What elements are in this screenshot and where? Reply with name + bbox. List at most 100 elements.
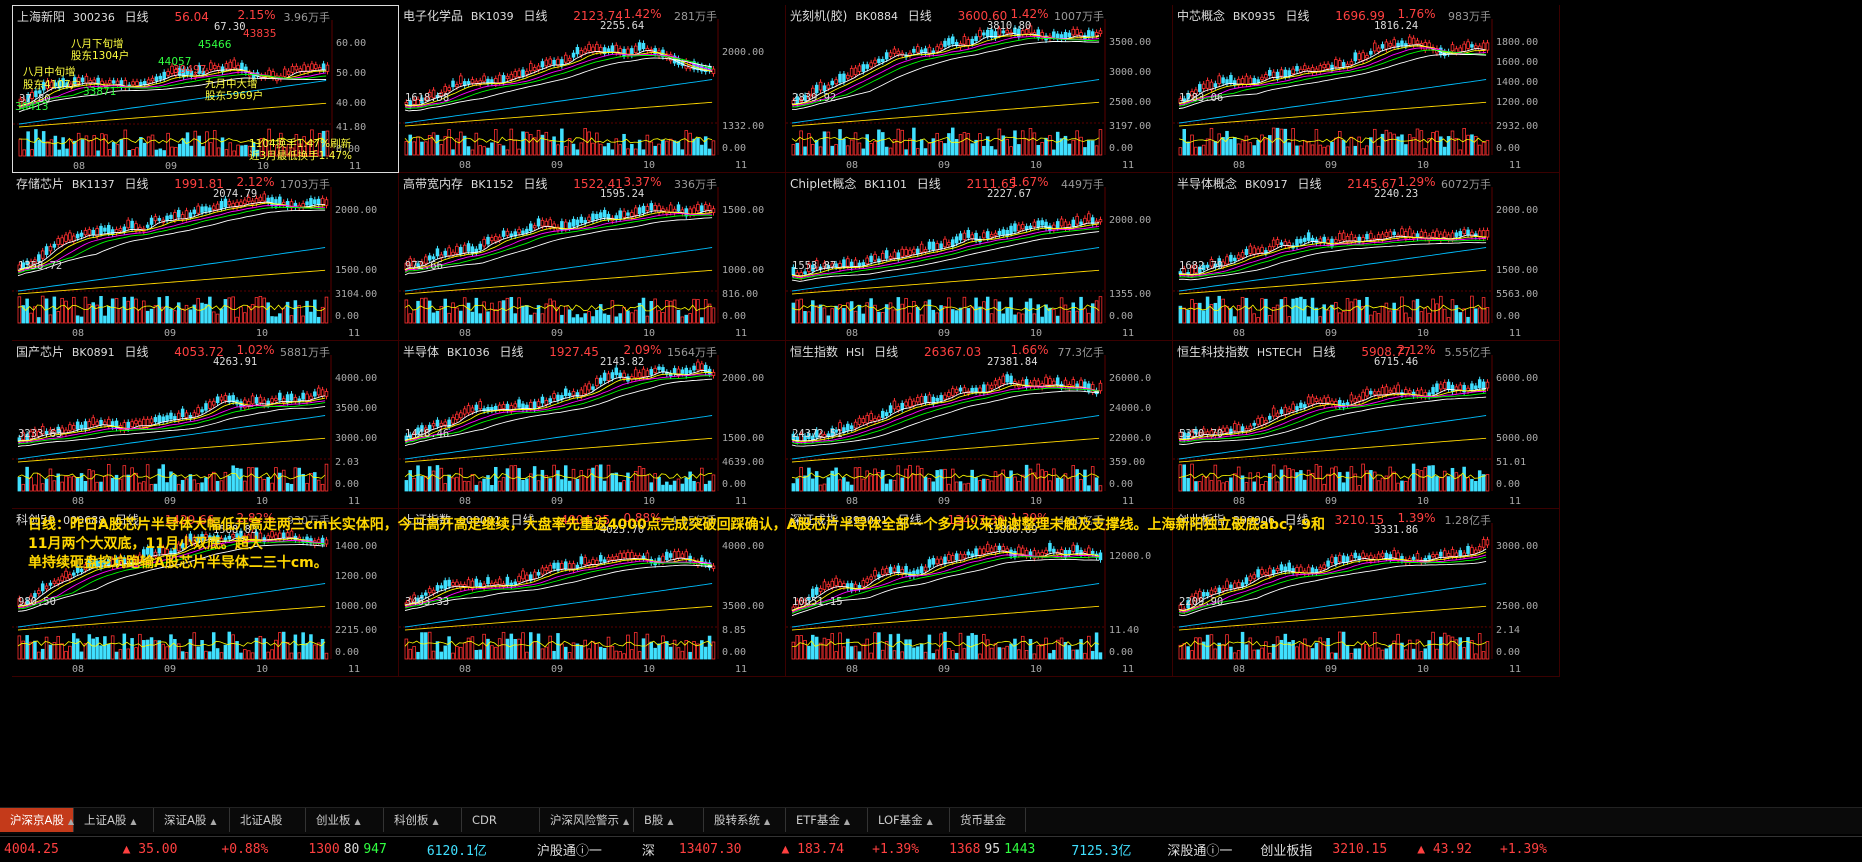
panel-name: 存储芯片 (16, 177, 65, 191)
candle (1221, 77, 1225, 84)
market-tab[interactable]: 货币基金 (950, 808, 1026, 832)
chart-panel[interactable]: 国产芯片 BK0891 日线 4053.72 1.02% 5881万手 4000… (12, 341, 399, 509)
candlestick-chart[interactable]: 1800.001600.001400.001200.002932.000.000… (1173, 5, 1558, 171)
help-icon[interactable]: ⓘ (575, 844, 589, 859)
market-tab[interactable]: B股 ▲ (634, 808, 704, 832)
market-tab[interactable]: LOF基金 ▲ (868, 808, 950, 832)
volume-bar (279, 132, 283, 157)
market-tab[interactable]: 北证A股 (230, 808, 306, 832)
candle (88, 80, 93, 85)
market-tab[interactable]: CDR (462, 808, 540, 832)
chart-panel[interactable]: 上证指数 000001 日线 4004.25 0.88% 4.15亿手 4000… (399, 509, 786, 677)
volume-bar (1048, 135, 1052, 156)
candle (1209, 589, 1214, 595)
candle (211, 205, 216, 210)
volume-bar (1098, 129, 1103, 156)
market-tab[interactable]: 沪深风险警示 ▲ (540, 808, 634, 832)
volume-bar (1458, 149, 1463, 156)
volume-bar (896, 633, 901, 660)
candle (443, 580, 447, 589)
candle (873, 59, 877, 64)
volume-bar (478, 649, 482, 660)
chart-panel[interactable]: 中芯概念 BK0935 日线 1696.99 1.76% 983万手 1800.… (1173, 5, 1560, 173)
chart-panel[interactable]: 半导体概念 BK0917 日线 2145.67 1.29% 6072万手 200… (1173, 173, 1560, 341)
market-tab[interactable]: ETF基金 ▲ (786, 808, 868, 832)
volume-bar (799, 130, 803, 156)
volume-bar (1299, 643, 1303, 660)
market-tab[interactable]: 股转系统 ▲ (704, 808, 786, 832)
market-tab[interactable]: 科创板 ▲ (384, 808, 462, 832)
month-tick-label: 11 (348, 328, 360, 339)
candle (1256, 79, 1260, 83)
market-tab[interactable]: 上证A股 ▲ (74, 808, 154, 832)
volume-bar (657, 643, 661, 660)
chart-panel[interactable]: 创业板指 399006 日线 3210.15 1.39% 1.28亿手 3000… (1173, 509, 1560, 677)
chart-panel[interactable]: 半导体 BK1036 日线 1927.45 2.09% 1564万手 2000.… (399, 341, 786, 509)
market-tab[interactable]: 沪深京A股 ▲ (0, 808, 74, 832)
chart-panel[interactable]: 光刻机(胶) BK0884 日线 3600.60 1.42% 1007万手 35… (786, 5, 1173, 173)
candle (1279, 69, 1284, 77)
chart-panel[interactable]: Chiplet概念 BK1101 日线 2111.65 1.67% 449万手 … (786, 173, 1173, 341)
chart-panel[interactable]: 存储芯片 BK1137 日线 1991.81 2.12% 1703万手 2000… (12, 173, 399, 341)
candle (892, 400, 897, 410)
chart-panel[interactable]: 电子化学品 BK1039 日线 2123.74 1.42% 281万手 2000… (399, 5, 786, 173)
help-icon[interactable]: ⓘ (1206, 844, 1220, 859)
chart-panel[interactable]: 深证成指 399001 日线 13407.30 1.39% 4.60亿手 120… (786, 509, 1173, 677)
volume-bar (1466, 134, 1470, 156)
chart-panel[interactable]: 恒生科技指数 HSTECH 日线 5908.77 2.12% 5.55亿手 60… (1173, 341, 1560, 509)
month-tick-label: 10 (1417, 160, 1429, 171)
candle (935, 397, 939, 402)
chart-panel[interactable]: 科创50 000688 日线 1429.66 2.82% 930万手 1400.… (12, 509, 399, 677)
volume-bar (1087, 635, 1091, 660)
candle (1485, 42, 1490, 51)
sh-up-count: 1300 (308, 842, 340, 857)
volume-bar (424, 475, 428, 492)
candle (1458, 384, 1463, 390)
candle (173, 212, 177, 221)
month-tick-label: 11 (735, 496, 747, 507)
market-tab[interactable]: 创业板 ▲ (306, 808, 384, 832)
candle (37, 431, 41, 437)
volume-bar (404, 299, 409, 324)
volume-bar (943, 306, 947, 324)
sgt-label[interactable]: 深股通 (1167, 844, 1207, 859)
market-tab[interactable]: 深证A股 ▲ (154, 808, 230, 832)
volume-bar (69, 139, 73, 157)
volume-bar (803, 146, 807, 156)
hgt-label[interactable]: 沪股通 (536, 844, 576, 859)
candle (962, 387, 967, 394)
volume-bar (830, 145, 834, 156)
candle (1040, 220, 1044, 226)
volume-bar (540, 134, 545, 156)
volume-bar (877, 472, 881, 492)
candle (99, 225, 103, 235)
panel-pct-change: 0.88% (623, 511, 662, 525)
chart-panel[interactable]: 高带宽内存 BK1152 日线 1522.41 3.37% 336万手 1500… (399, 173, 786, 341)
volume-bar (1186, 646, 1190, 660)
chart-panel[interactable]: 恒生指数 HSI 日线 26367.03 1.66% 77.3亿手 26000.… (786, 341, 1173, 509)
chart-panel[interactable]: 上海新阳 300236 日线 56.04 2.15% 3.96万手 60.00 5… (12, 5, 399, 173)
candle (1024, 550, 1029, 557)
candle (22, 99, 27, 104)
volume-bar (1233, 652, 1237, 660)
panel-pct-change: 2.09% (623, 343, 662, 357)
volume-bar (224, 149, 229, 157)
volume-bar (943, 143, 947, 156)
candle (1357, 396, 1361, 402)
volume-bar (846, 638, 850, 660)
